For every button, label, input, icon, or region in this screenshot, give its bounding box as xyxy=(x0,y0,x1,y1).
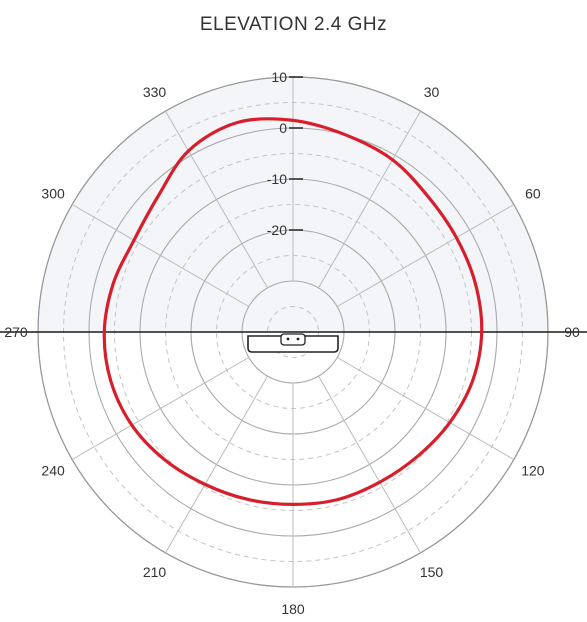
grid-spoke xyxy=(165,110,268,289)
axis-labels: 10 0 -10 -20 30 60 90 120 150 180 210 240 270 300 330 xyxy=(4,69,580,617)
angle-tick-label: 120 xyxy=(521,463,545,479)
radial-tick-label: -10 xyxy=(267,171,287,187)
device-port xyxy=(280,333,306,346)
angle-tick-label: 180 xyxy=(281,601,305,617)
angle-tick-label: 210 xyxy=(143,564,167,580)
radial-tick-label: 10 xyxy=(271,69,287,85)
angle-tick-label: 60 xyxy=(525,186,541,202)
grid-spoke xyxy=(165,375,268,554)
grid-spoke xyxy=(318,110,421,289)
angle-tick-label: 30 xyxy=(424,84,440,100)
grid-spoke xyxy=(71,204,250,307)
angle-tick-label: 330 xyxy=(143,84,167,100)
chart-title: ELEVATION 2.4 GHz xyxy=(199,14,388,35)
gain-trace-line xyxy=(102,117,484,506)
antenna-device-icon xyxy=(247,333,339,353)
grid-spoke xyxy=(336,357,515,460)
radial-tick-label: -20 xyxy=(267,222,287,238)
device-led xyxy=(296,337,300,341)
grid-spoke xyxy=(318,375,421,554)
angle-tick-label: 90 xyxy=(564,324,580,340)
angle-tick-label: 150 xyxy=(420,564,444,580)
grid-spoke xyxy=(336,204,515,307)
angle-tick-label: 300 xyxy=(41,186,65,202)
device-led xyxy=(286,337,290,341)
polar-grid xyxy=(0,76,587,588)
grid-spoke xyxy=(71,357,250,460)
radial-tick-label: 0 xyxy=(279,120,287,136)
gain-trace xyxy=(102,117,484,506)
angle-tick-label: 240 xyxy=(41,463,65,479)
angle-tick-label: 270 xyxy=(4,324,28,340)
